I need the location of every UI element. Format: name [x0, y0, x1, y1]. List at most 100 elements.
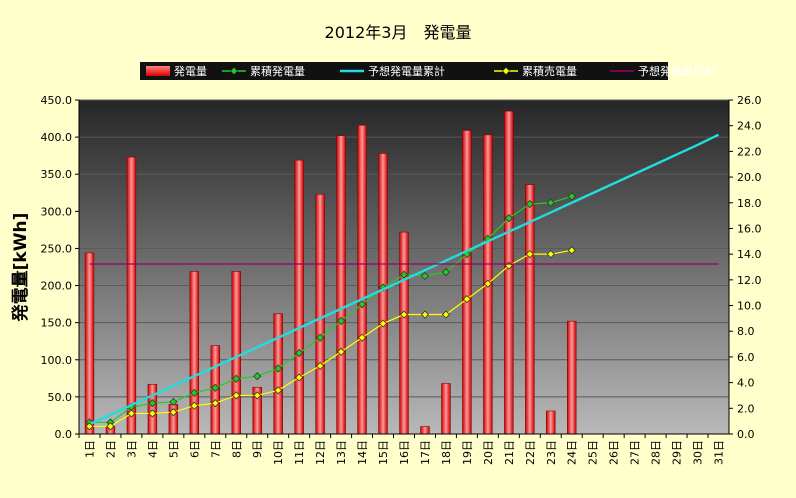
- x-tick-label: 19日: [461, 440, 474, 465]
- x-tick-label: 12日: [314, 440, 327, 465]
- series-point: [211, 383, 220, 392]
- series-point: [253, 391, 262, 400]
- y2-tick-label: 16.0: [737, 222, 762, 235]
- legend-marker: [502, 67, 510, 75]
- y-tick-label: 450.0: [41, 94, 73, 107]
- bar: [273, 313, 283, 435]
- series-point: [274, 386, 283, 395]
- legend: 発電量 累積発電量 予想発電量累計 累積売電量 予想発電量日割: [140, 62, 715, 80]
- x-tick-label: 3日: [125, 440, 138, 458]
- bar: [126, 156, 137, 435]
- series-point: [337, 316, 346, 326]
- series-point: [567, 246, 576, 255]
- series-point: [316, 333, 325, 342]
- x-tick-label: 26日: [608, 440, 621, 465]
- y2-tick-label: 2.0: [737, 402, 755, 415]
- bar: [504, 110, 514, 435]
- x-tick-label: 7日: [209, 440, 222, 458]
- y2-tick-label: 6.0: [737, 351, 755, 364]
- y2-tick-label: 12.0: [737, 274, 762, 287]
- y-axis-label: 発電量[kWh]: [10, 213, 31, 323]
- x-tick-label: 4日: [146, 440, 159, 458]
- series-point: [232, 374, 241, 383]
- y2-tick-label: 22.0: [737, 145, 762, 158]
- x-tick-label: 10日: [272, 440, 285, 465]
- series-point: [525, 250, 534, 259]
- series-point: [567, 192, 576, 201]
- y2-tick-label: 20.0: [737, 171, 762, 184]
- x-tick-label: 1日: [83, 440, 96, 458]
- y2-tick-label: 10.0: [737, 300, 762, 313]
- x-tick-label: 5日: [167, 440, 180, 458]
- y-tick-label: 300.0: [41, 205, 73, 218]
- bar: [357, 124, 367, 435]
- series-point: [169, 397, 178, 406]
- bar: [546, 410, 556, 435]
- series-point: [525, 199, 534, 209]
- y2-tick-label: 8.0: [737, 325, 755, 338]
- series-point: [357, 333, 367, 342]
- x-tick-label: 23日: [545, 440, 558, 465]
- y2-tick-label: 4.0: [737, 377, 755, 390]
- bar: [441, 383, 451, 435]
- x-tick-label: 25日: [587, 440, 600, 465]
- y-tick-label: 200.0: [41, 280, 73, 293]
- series-point: [211, 399, 220, 408]
- series-point: [462, 295, 471, 304]
- bar: [378, 153, 388, 435]
- x-tick-label: 2日: [104, 440, 117, 458]
- y2-tick-label: 24.0: [737, 120, 762, 133]
- y-tick-label: 250.0: [41, 242, 73, 255]
- bar: [294, 159, 304, 435]
- bar: [567, 320, 577, 435]
- x-tick-label: 22日: [524, 440, 537, 465]
- x-tick-label: 31日: [713, 440, 726, 465]
- y2-tick-label: 0.0: [737, 428, 755, 441]
- series-point: [295, 349, 304, 358]
- legend-box: [140, 62, 668, 80]
- bar: [315, 193, 325, 435]
- bar: [462, 130, 472, 435]
- y-tick-label: 100.0: [41, 354, 73, 367]
- series-point: [190, 388, 199, 397]
- x-tick-label: 28日: [650, 440, 663, 465]
- y2-tick-label: 14.0: [737, 248, 762, 261]
- x-tick-label: 11日: [293, 440, 306, 465]
- series-point: [441, 268, 451, 277]
- x-tick-label: 21日: [503, 440, 516, 465]
- series-line: [88, 133, 720, 426]
- legend-label: 予想発電量日割: [638, 64, 715, 78]
- bar: [420, 426, 430, 435]
- series-point: [504, 214, 513, 223]
- y-tick-label: 0.0: [55, 428, 73, 441]
- series-point: [316, 361, 325, 370]
- y-tick-label: 350.0: [41, 168, 73, 181]
- series-point: [483, 279, 492, 288]
- series-point: [169, 408, 178, 417]
- x-tick-label: 8日: [230, 440, 243, 458]
- x-tick-label: 17日: [419, 440, 432, 465]
- y-axis-left: 0.0 50.0 100.0 150.0 200.0 250.0 300.0 350.0 400…: [41, 94, 80, 441]
- series-point: [148, 409, 157, 418]
- series-point: [274, 364, 283, 373]
- series-point: [127, 409, 136, 418]
- bar: [147, 383, 158, 435]
- gridlines: [79, 99, 729, 398]
- x-tick-label: 15日: [377, 440, 390, 465]
- bar: [399, 231, 409, 435]
- legend-swatch: [146, 66, 170, 76]
- bar: [84, 252, 95, 435]
- x-tick-label: 29日: [671, 440, 684, 465]
- bar: [336, 135, 346, 435]
- legend-label: 累積売電量: [522, 64, 577, 78]
- legend-label: 累積発電量: [250, 64, 305, 78]
- y-tick-label: 150.0: [41, 317, 73, 330]
- legend-label: 予想発電量累計: [368, 64, 445, 78]
- bar: [231, 271, 241, 435]
- x-tick-label: 13日: [335, 440, 348, 465]
- legend-marker: [230, 67, 238, 75]
- x-tick-label: 24日: [566, 440, 579, 465]
- y-axis-right: 0.0 2.0 4.0 6.0 8.0 10.0 12.0 14.0 16.0 18.0 20.0 2…: [728, 94, 762, 441]
